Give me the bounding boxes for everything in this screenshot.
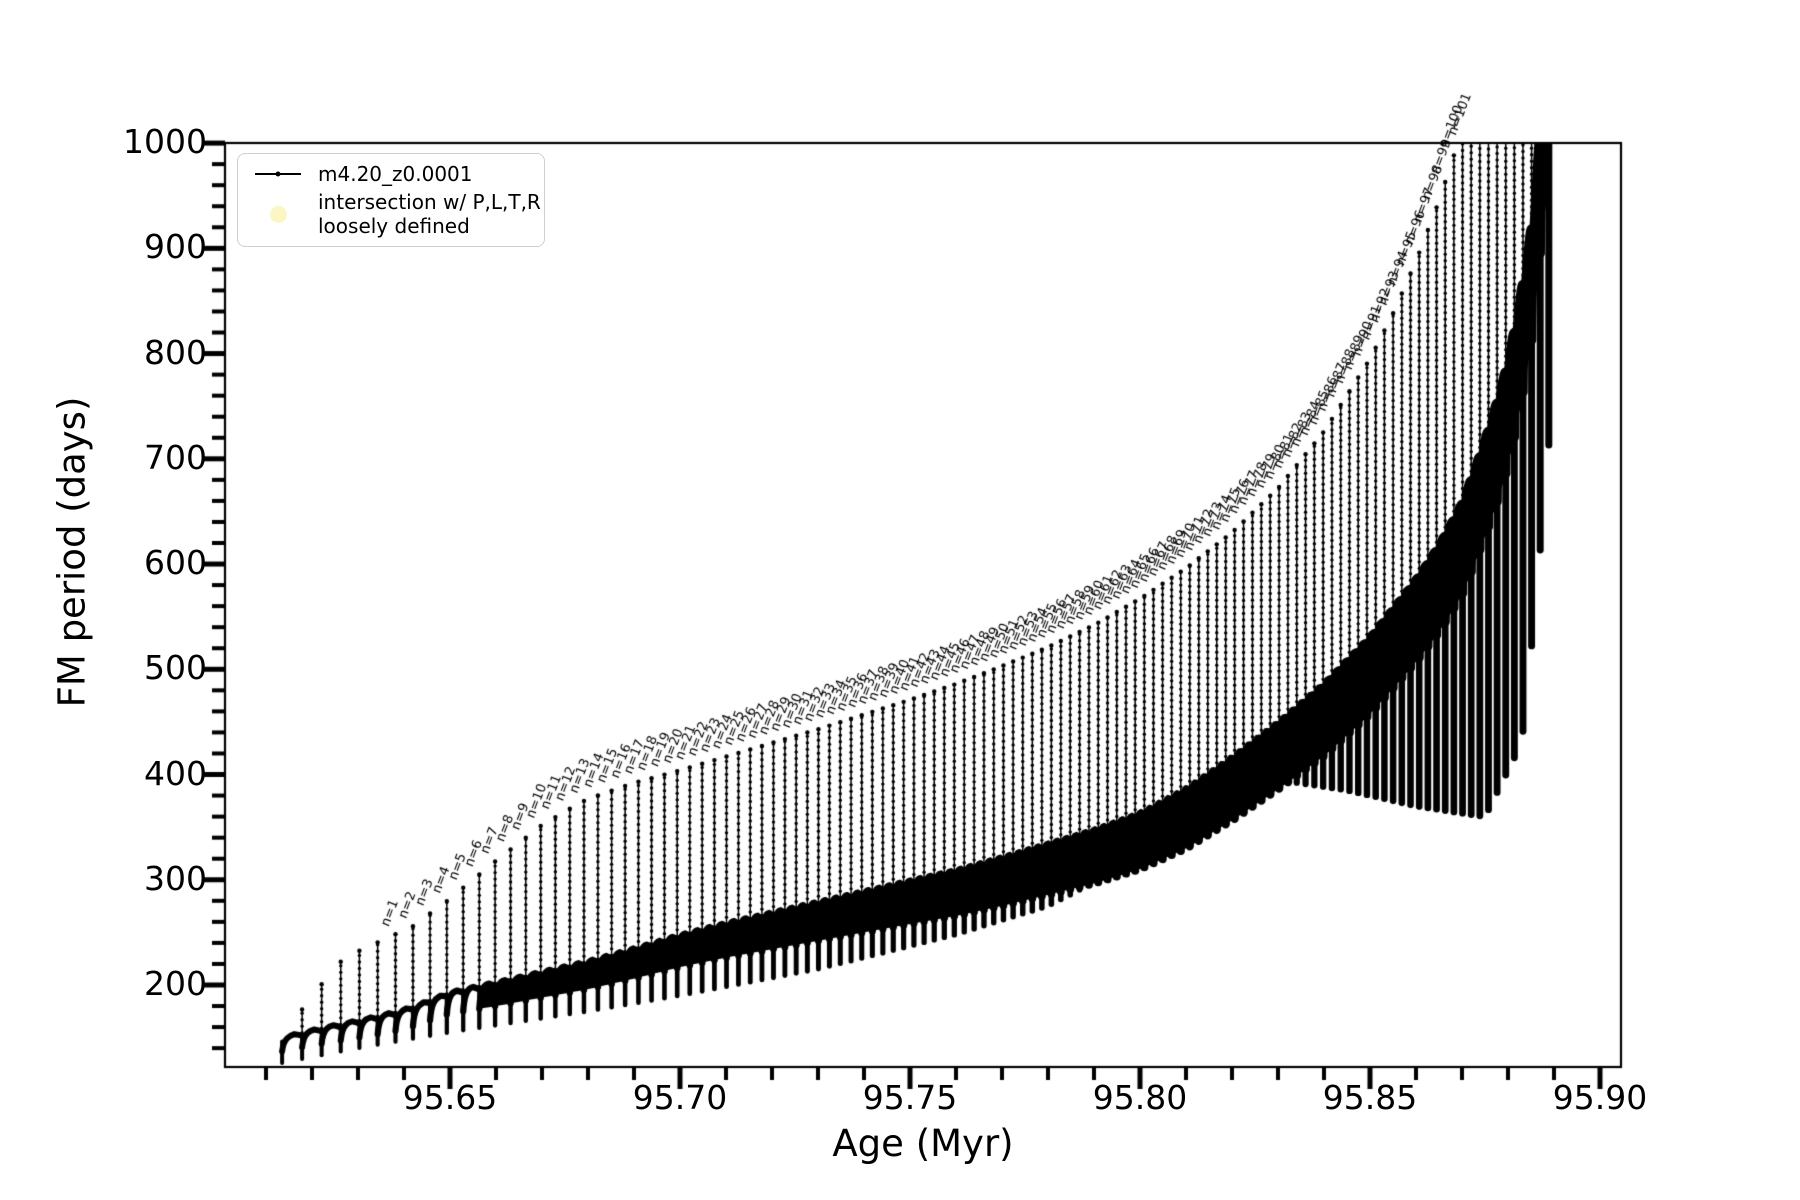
- x-tick-label: 95.65: [402, 1078, 498, 1117]
- x-tick-label: 95.75: [862, 1078, 958, 1117]
- legend-entry-track: m4.20_z0.0001: [250, 162, 534, 186]
- x-tick-label: 95.85: [1322, 1078, 1418, 1117]
- legend: m4.20_z0.0001 intersection w/ P,L,T,R lo…: [237, 153, 545, 247]
- y-tick-label: 800: [144, 332, 207, 372]
- legend-entry-track-label: m4.20_z0.0001: [318, 162, 473, 186]
- x-tick-label: 95.90: [1552, 1078, 1648, 1117]
- legend-intersection-line2: loosely defined: [318, 214, 470, 238]
- y-tick-label: 200: [144, 964, 207, 1003]
- legend-entry-intersection-label: intersection w/ P,L,T,R loosely defined: [318, 190, 541, 238]
- x-tick-label: 95.80: [1092, 1078, 1188, 1117]
- y-tick-label: 700: [144, 437, 207, 477]
- y-tick-label: 400: [144, 753, 207, 793]
- legend-intersection-line1: intersection w/ P,L,T,R: [318, 190, 541, 214]
- legend-point-icon: [275, 171, 281, 177]
- legend-entry-intersection: intersection w/ P,L,T,R loosely defined: [250, 190, 541, 238]
- y-axis-label: FM period (days): [50, 396, 94, 708]
- x-axis-label: Age (Myr): [832, 1122, 1014, 1165]
- y-tick-label: 300: [144, 858, 207, 898]
- y-tick-label: 500: [144, 648, 207, 688]
- x-tick-label: 95.70: [632, 1078, 728, 1117]
- y-tick-label: 600: [144, 543, 207, 583]
- y-tick-label: 900: [144, 227, 207, 267]
- legend-line-marker: [250, 171, 306, 177]
- legend-circle-marker: [250, 205, 306, 223]
- legend-intersection-icon: [269, 205, 287, 223]
- y-tick-label: 1000: [123, 122, 207, 162]
